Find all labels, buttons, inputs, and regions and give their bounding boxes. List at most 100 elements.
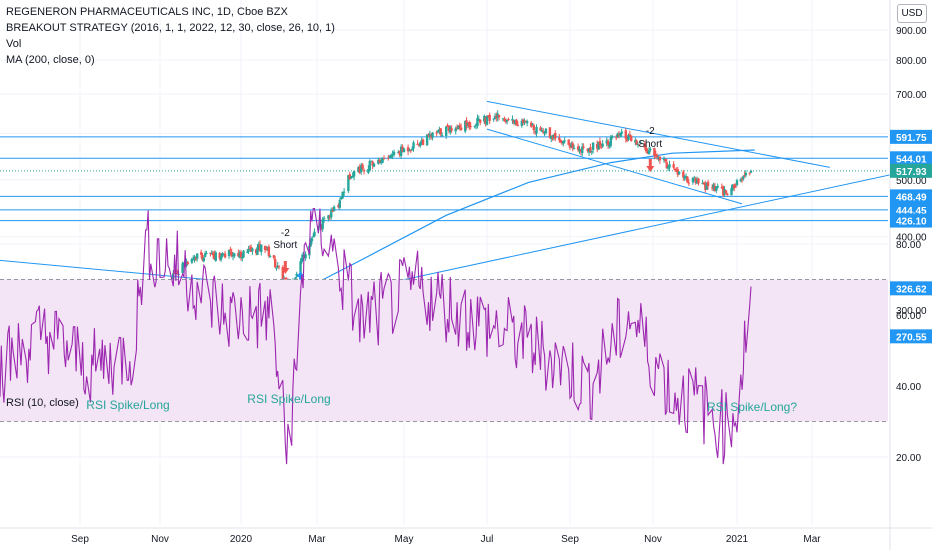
candle-body — [568, 145, 572, 148]
candle-body — [221, 253, 224, 257]
candle-body — [625, 138, 629, 141]
candle-body — [371, 161, 374, 166]
candle-body — [301, 254, 305, 258]
candle-body — [190, 258, 194, 263]
candle-body — [473, 126, 476, 128]
trade-arrow-down-icon — [646, 159, 655, 172]
candle-body — [267, 246, 271, 256]
candle-body — [476, 117, 479, 126]
time-tick-label: 2020 — [230, 534, 253, 545]
candle-body — [720, 187, 724, 189]
candle-body — [488, 114, 491, 121]
candle-body — [464, 121, 467, 132]
candle-body — [609, 136, 613, 146]
candle-body — [654, 154, 657, 156]
candle-body — [176, 272, 179, 274]
rsi-legend: RSI (10, close) — [6, 397, 79, 409]
candle-body — [578, 148, 581, 152]
candle-body — [615, 136, 618, 139]
candle-body — [357, 167, 360, 172]
candle-body — [468, 121, 471, 128]
candle-body — [658, 156, 662, 161]
candle-body — [628, 134, 632, 136]
rsi-annotation: RSI Spike/Long? — [707, 400, 797, 414]
candle-body — [617, 134, 621, 136]
candle-body — [321, 219, 324, 230]
rsi-annotation: RSI Spike/Long — [247, 392, 330, 406]
time-tick-label: Mar — [803, 534, 821, 545]
candle-body — [676, 169, 679, 175]
candle-body — [444, 126, 448, 136]
candle-body — [194, 258, 198, 260]
candle-body — [408, 150, 411, 152]
candle-body — [649, 148, 652, 151]
candle-body — [173, 272, 176, 274]
candle-body — [185, 261, 188, 266]
candle-body — [340, 197, 343, 200]
candle-body — [533, 131, 537, 133]
candle-body — [697, 178, 700, 184]
candle-body — [639, 143, 642, 145]
price-tag-label: 270.55 — [896, 332, 927, 343]
candle-body — [249, 247, 253, 252]
candle-body — [647, 150, 651, 155]
candle-body — [368, 160, 371, 171]
candle-body — [742, 176, 745, 179]
candle-body — [263, 246, 267, 250]
candle-body — [608, 144, 611, 147]
candle-body — [213, 254, 216, 260]
candle-body — [360, 165, 363, 173]
candle-body — [600, 146, 603, 148]
candle-body — [367, 168, 370, 173]
time-tick-label: Jul — [481, 534, 494, 545]
time-tick-label: 2021 — [726, 534, 749, 545]
candle-body — [268, 256, 272, 258]
candle-body — [425, 134, 429, 146]
candle-body — [246, 251, 249, 253]
candle-body — [524, 120, 528, 122]
candle-body — [372, 163, 376, 167]
candle-body — [257, 244, 260, 248]
candle-body — [572, 147, 576, 149]
candle-body — [570, 143, 573, 147]
rsi-tick-label: 20.00 — [896, 453, 921, 464]
candle-body — [512, 120, 515, 123]
candle-body — [657, 156, 660, 159]
price-tag-box — [890, 202, 932, 217]
price-tag-label: 326.62 — [896, 284, 927, 295]
currency-button[interactable]: USD — [897, 4, 927, 23]
candle-body — [515, 119, 518, 125]
candle-body — [497, 115, 501, 118]
candle-body — [731, 184, 735, 190]
candle-body — [735, 180, 739, 186]
candle-body — [229, 249, 232, 251]
candle-body — [430, 135, 433, 138]
candle-body — [668, 164, 671, 168]
level-price-tag: 326.62 — [890, 281, 932, 296]
candle-body — [677, 171, 681, 175]
candle-body — [521, 119, 525, 124]
candle-body — [369, 160, 373, 162]
candle-body — [493, 115, 497, 119]
candle-body — [381, 158, 384, 163]
candle-body — [388, 156, 391, 159]
candle-body — [337, 205, 340, 208]
ma-legend: MA (200, close, 0) — [6, 54, 95, 66]
trade-short-1-label: Short — [273, 240, 297, 251]
rsi-tick-label: 60.00 — [896, 311, 921, 322]
candle-body — [201, 255, 204, 261]
candle-body — [327, 215, 330, 219]
candle-body — [241, 257, 244, 259]
trade-short-1-qty: -2 — [281, 228, 290, 239]
strategy-legend: BREAKOUT STRATEGY (2016, 1, 1, 2022, 12,… — [6, 22, 335, 34]
candle-body — [295, 273, 298, 277]
time-tick-label: Sep — [71, 534, 89, 545]
candle-body — [749, 170, 753, 173]
price-tag-label: 544.01 — [896, 154, 927, 165]
candle-body — [627, 134, 630, 140]
rsi-pane[interactable]: RSI Spike/Long RSI Spike/Long RSI Spike/Lo… — [0, 207, 888, 465]
candle-body — [715, 186, 718, 191]
candle-body — [666, 167, 670, 169]
trendline-channel-bottom — [486, 128, 743, 205]
